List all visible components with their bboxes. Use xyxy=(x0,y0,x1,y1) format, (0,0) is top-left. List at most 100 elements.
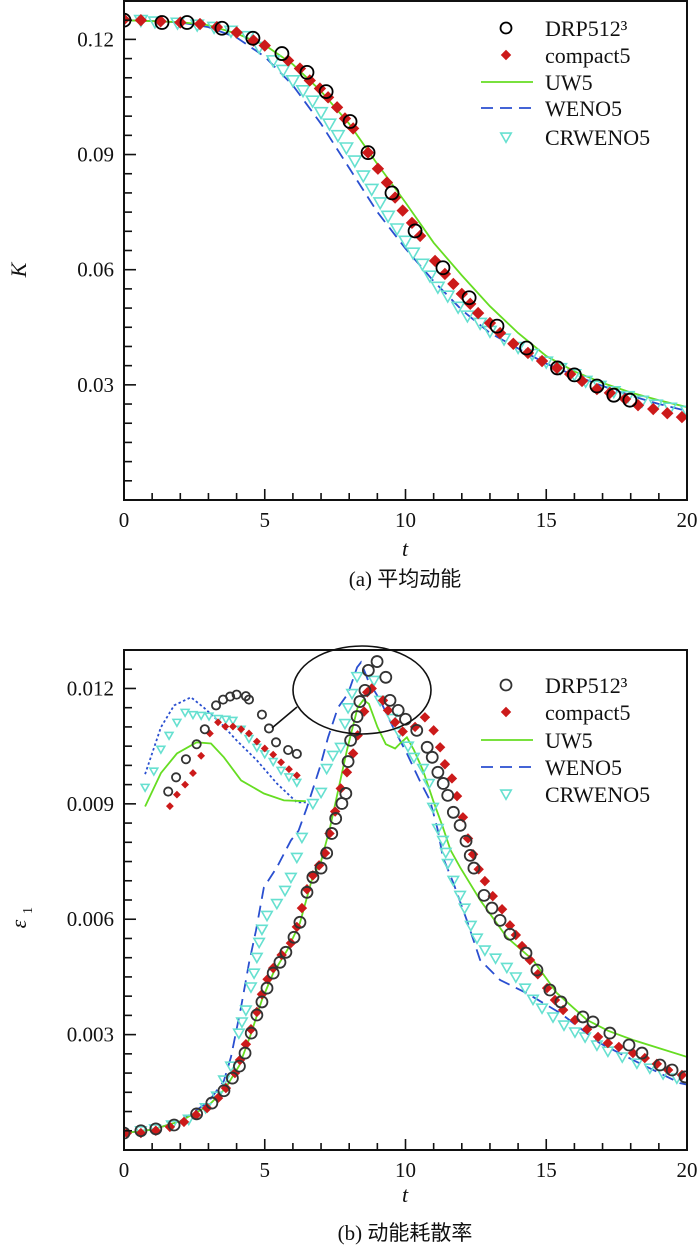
data-point xyxy=(397,726,408,737)
data-point xyxy=(391,703,405,717)
data-point xyxy=(535,1003,549,1015)
data-point xyxy=(203,712,215,722)
data-point xyxy=(630,1058,644,1070)
data-point xyxy=(245,30,261,46)
data-point xyxy=(179,15,195,30)
data-point xyxy=(371,162,385,175)
data-point xyxy=(275,766,287,776)
data-point xyxy=(367,675,381,688)
data-point xyxy=(627,1047,639,1059)
data-point xyxy=(554,995,568,1009)
legend-swatch-triangle-down xyxy=(499,132,513,144)
data-point xyxy=(245,1024,257,1035)
data-point xyxy=(255,924,269,937)
data-point xyxy=(149,1122,163,1136)
data-point xyxy=(306,798,320,811)
data-point xyxy=(361,663,375,677)
series-compact5 xyxy=(124,13,687,424)
legend-label: WENO5 xyxy=(545,755,622,780)
y-tick-label: 0.06 xyxy=(77,258,114,282)
legend: DRP512³ compact5 UW5 WENO5 CRWENO5 xyxy=(481,16,650,150)
data-point xyxy=(134,14,148,27)
data-point xyxy=(267,757,279,768)
data-point xyxy=(252,737,261,746)
data-point xyxy=(653,1058,667,1072)
data-point xyxy=(163,786,174,797)
data-point xyxy=(243,694,255,705)
data-point xyxy=(232,1028,246,1040)
data-point xyxy=(191,739,202,750)
data-point xyxy=(435,260,451,276)
data-point xyxy=(306,870,320,884)
x-tick-labels: 0 5 10 15 20 xyxy=(119,508,698,532)
data-point xyxy=(313,860,325,871)
data-point xyxy=(350,710,364,723)
data-point xyxy=(483,316,497,330)
data-point xyxy=(590,1040,604,1052)
y-tick-label: 0.003 xyxy=(67,1023,114,1047)
legend-swatch-diamond xyxy=(500,49,512,61)
data-point xyxy=(462,833,474,844)
data-point xyxy=(173,790,181,799)
data-point xyxy=(401,741,415,753)
inset-series xyxy=(144,696,306,804)
data-point xyxy=(453,818,467,832)
data-point xyxy=(247,968,261,980)
data-point xyxy=(190,1109,202,1121)
x-tick-label: 0 xyxy=(119,1158,130,1182)
data-point xyxy=(358,706,370,717)
data-point xyxy=(384,185,400,201)
x-tick-label: 20 xyxy=(677,1158,698,1182)
data-point xyxy=(237,725,246,734)
data-point xyxy=(295,832,309,845)
data-point xyxy=(422,270,438,284)
data-point xyxy=(189,769,197,777)
inset-series xyxy=(144,741,306,807)
data-point xyxy=(467,861,481,875)
data-point xyxy=(230,26,243,39)
data-point xyxy=(318,84,334,99)
data-point xyxy=(366,683,377,694)
data-point xyxy=(295,85,311,99)
data-point xyxy=(284,872,298,885)
data-point xyxy=(436,777,450,790)
data-point xyxy=(380,176,394,189)
x-tick-label: 15 xyxy=(536,508,557,532)
data-point xyxy=(193,17,207,31)
x-tick-label: 15 xyxy=(536,1158,557,1182)
data-point xyxy=(602,1037,614,1049)
data-point xyxy=(509,972,523,984)
legend-swatch-diamond xyxy=(500,706,512,718)
series-weno5 xyxy=(124,19,687,412)
legend-label: compact5 xyxy=(545,700,631,725)
data-point xyxy=(285,765,293,774)
data-point xyxy=(405,247,421,261)
data-point xyxy=(225,1071,239,1085)
y-tick-labels: 0.003 0.006 0.009 0.012 xyxy=(67,676,114,1046)
y-tick-label: 0.12 xyxy=(77,27,114,51)
data-point xyxy=(247,34,260,47)
data-point xyxy=(205,1096,219,1110)
data-point xyxy=(293,62,307,75)
data-point xyxy=(389,223,405,237)
data-point xyxy=(409,721,421,733)
data-point xyxy=(260,910,274,923)
data-point xyxy=(647,402,660,416)
legend-swatch-circle xyxy=(499,678,513,692)
legend-swatch-triangle-down xyxy=(499,789,513,801)
data-point xyxy=(450,301,466,315)
data-point xyxy=(496,904,508,915)
data-point xyxy=(287,930,301,944)
legend-label: DRP512³ xyxy=(545,16,628,41)
data-point xyxy=(519,340,534,356)
data-point xyxy=(179,708,191,718)
data-point xyxy=(503,927,517,941)
data-point xyxy=(489,318,505,334)
data-point xyxy=(313,106,329,121)
data-point xyxy=(135,1127,147,1139)
data-point xyxy=(212,714,224,724)
data-point xyxy=(270,898,284,911)
data-point xyxy=(210,20,224,34)
data-point xyxy=(341,767,353,778)
